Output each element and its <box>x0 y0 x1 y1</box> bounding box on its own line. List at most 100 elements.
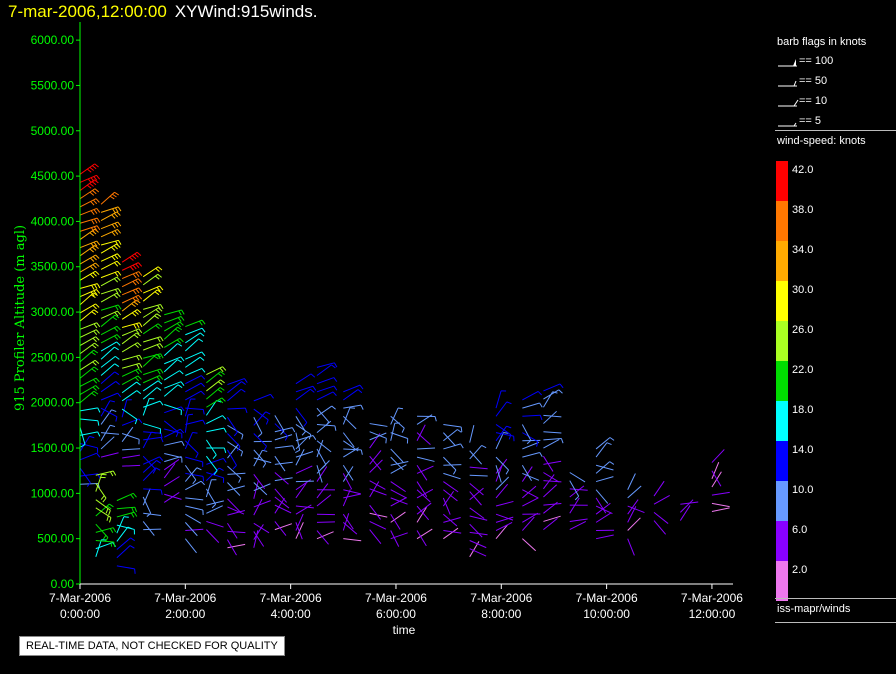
barb-feather <box>609 461 615 465</box>
half-barb-icon <box>778 122 797 127</box>
barb-feather <box>94 163 99 168</box>
barb-feather <box>91 368 97 373</box>
wind-barb <box>390 481 406 493</box>
barb-feather <box>93 323 98 329</box>
barb-feather <box>136 323 140 329</box>
barb-feather <box>295 449 300 453</box>
barb-feather <box>262 463 267 468</box>
wind-barb <box>416 464 428 481</box>
wind-barb <box>253 393 271 402</box>
wind-barb <box>569 518 588 522</box>
wind-barb <box>369 481 380 498</box>
wind-barb <box>469 474 488 477</box>
wind-barb <box>164 428 182 434</box>
wind-barb <box>205 439 217 456</box>
barb-feather <box>133 334 139 339</box>
barb-feather <box>116 325 121 331</box>
wind-barb <box>595 442 608 458</box>
wind-barb <box>316 420 332 434</box>
x-tick-date: 7-Mar-2006 <box>260 591 322 605</box>
wind-barb <box>100 363 116 376</box>
wind-barb <box>143 436 162 441</box>
x-tick-time: 4:00:00 <box>271 607 311 621</box>
barb-feather <box>135 369 140 375</box>
barb-feather <box>87 168 92 173</box>
wind-barb <box>205 455 218 471</box>
wind-barb <box>522 441 540 450</box>
wind-barb <box>443 472 461 480</box>
y-tick-label: 6000.00 <box>31 33 75 47</box>
barb-feather <box>292 445 296 451</box>
wind-barb <box>100 409 112 425</box>
barb-feather <box>156 460 162 464</box>
barb-feather <box>222 458 227 463</box>
wind-barb <box>164 428 181 438</box>
wind-barb <box>100 341 117 352</box>
barb-feather <box>223 427 227 433</box>
wind-barb <box>227 443 240 459</box>
wind-barb <box>390 530 400 547</box>
barb-feather <box>155 275 160 280</box>
barb-feather <box>177 317 182 322</box>
barb-feather <box>160 489 163 495</box>
barb-feather <box>240 388 246 393</box>
barb-feather <box>241 381 246 385</box>
x-axis-ticks: 7-Mar-2006 0:00:00 7-Mar-2006 2:00:00 7-Mar-… <box>49 584 743 621</box>
wind-barb <box>390 415 405 429</box>
barb-feather <box>136 381 141 386</box>
x-tick-time: 6:00:00 <box>376 607 416 621</box>
barb-feather <box>241 434 244 440</box>
barb-feather <box>113 541 116 547</box>
barb-feather <box>333 362 338 368</box>
wind-barb <box>164 406 182 414</box>
wind-barb <box>680 501 699 505</box>
wind-barb <box>316 531 334 540</box>
barb-feather <box>117 206 122 212</box>
barb-feather <box>90 201 95 206</box>
wind-barb <box>116 516 125 534</box>
wind-barb <box>121 426 134 442</box>
barb-feather <box>265 419 269 425</box>
x-tick-date: 7-Mar-2006 <box>365 591 427 605</box>
wind-barb <box>469 540 487 549</box>
wind-barb <box>122 454 140 459</box>
barb-feather <box>96 208 101 213</box>
barb-feather <box>218 467 224 471</box>
barb-feather <box>113 278 119 283</box>
barb-feather <box>157 273 162 278</box>
barb-legend-label: == 50 <box>799 74 828 87</box>
wind-barb <box>343 384 361 393</box>
x-tick-date: 7-Mar-2006 <box>154 591 216 605</box>
barb-feather <box>180 381 185 386</box>
wind-barb <box>116 537 131 550</box>
wind-barb <box>343 448 362 451</box>
wind-barb <box>316 439 324 458</box>
wind-barb <box>295 424 312 435</box>
x-tick-time: 12:00:00 <box>689 607 736 621</box>
wind-barb <box>295 407 308 423</box>
barb-feather <box>198 320 203 326</box>
wind-barb <box>543 410 557 424</box>
wind-barb <box>711 449 725 463</box>
barb-feather <box>95 329 100 334</box>
barb-feather <box>223 447 227 453</box>
wind-barb <box>274 497 285 514</box>
wind-barb <box>253 500 271 508</box>
wind-barb <box>495 500 514 507</box>
barb-feather <box>114 272 119 277</box>
wind-barb <box>469 515 488 521</box>
wind-barb <box>79 377 97 387</box>
barb-feather <box>257 432 263 438</box>
wind-barb <box>163 463 176 479</box>
wind-barb <box>543 439 560 449</box>
wind-barb <box>121 399 128 418</box>
barb-feather <box>160 304 164 309</box>
wind-barb <box>369 432 387 441</box>
barb-feather <box>91 285 95 290</box>
wind-barb <box>142 456 160 465</box>
wind-barb <box>416 432 431 445</box>
barb-feather <box>177 359 182 363</box>
wind-barb <box>369 512 388 518</box>
legend-divider <box>775 598 896 599</box>
barb-feather <box>139 354 143 360</box>
